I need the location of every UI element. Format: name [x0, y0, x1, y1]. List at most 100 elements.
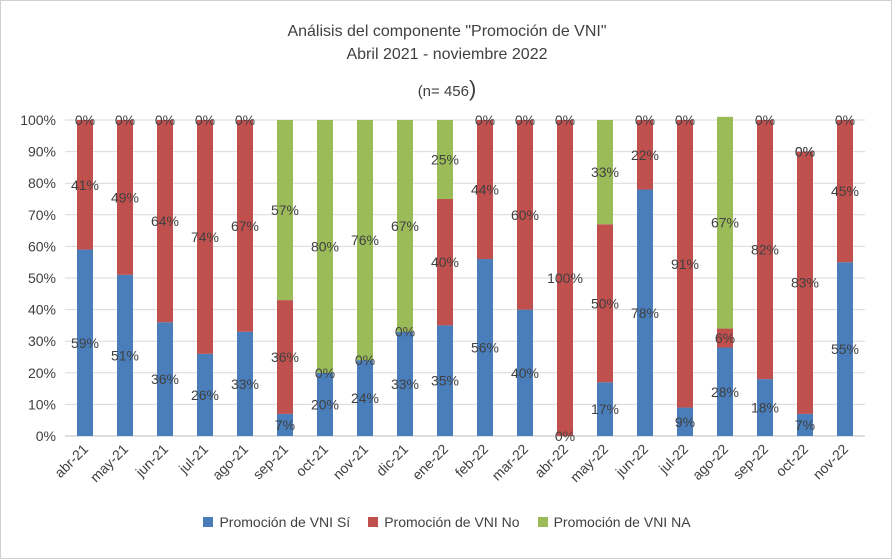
- bar-segment: [437, 199, 453, 326]
- bar-segment: [317, 372, 333, 436]
- x-tick-label: feb-22: [452, 441, 492, 481]
- bar-segment: [157, 322, 173, 436]
- bar-segment: [277, 120, 293, 301]
- data-label: 78%: [631, 305, 659, 321]
- data-label: 0%: [235, 112, 255, 128]
- data-label: 7%: [275, 417, 295, 433]
- chart-title: Análisis del componente "Promoción de VN…: [287, 23, 607, 40]
- data-label: 25%: [431, 152, 459, 168]
- data-label: 0%: [515, 112, 535, 128]
- bar-segment: [397, 331, 413, 436]
- bar-segment: [757, 120, 773, 380]
- x-tick-label: oct-22: [772, 441, 811, 480]
- data-label: 82%: [751, 242, 779, 258]
- data-label: 20%: [311, 396, 339, 412]
- data-label: 0%: [75, 112, 95, 128]
- y-tick-label: 20%: [28, 365, 56, 381]
- legend: Promoción de VNI Sí Promoción de VNI No Pr…: [1, 514, 891, 530]
- data-label: 100%: [547, 270, 583, 286]
- legend-swatch: [203, 517, 214, 527]
- sample-size-paren: ): [468, 76, 477, 101]
- bar-segment: [797, 151, 813, 414]
- legend-label: Promoción de VNI NA: [553, 514, 691, 530]
- data-label: 67%: [711, 215, 739, 231]
- bar-segment: [357, 360, 373, 436]
- bar-segment: [437, 325, 453, 436]
- data-label: 40%: [511, 365, 539, 381]
- bar-segment: [237, 120, 253, 332]
- bar-segment: [837, 120, 853, 263]
- data-label: 26%: [191, 387, 219, 403]
- data-label: 22%: [631, 147, 659, 163]
- data-label: 0%: [675, 112, 695, 128]
- bar-segment: [157, 120, 173, 323]
- x-tick-label: sep-21: [250, 441, 292, 483]
- bar-segment: [637, 189, 653, 436]
- legend-item: Promoción de VNI NA: [537, 514, 691, 530]
- bar-segment: [517, 309, 533, 436]
- bar-segment: [477, 259, 493, 436]
- x-tick-label: sep-22: [730, 441, 772, 483]
- y-tick-label: 100%: [20, 112, 56, 128]
- data-label: 0%: [755, 112, 775, 128]
- x-tick-label: dic-21: [373, 441, 411, 479]
- data-label: 0%: [475, 112, 495, 128]
- legend-item: Promoción de VNI No: [368, 514, 520, 530]
- bar-segment: [597, 120, 613, 225]
- data-label: 7%: [795, 417, 815, 433]
- data-label: 44%: [471, 182, 499, 198]
- data-label: 0%: [555, 112, 575, 128]
- y-tick-label: 80%: [28, 175, 56, 191]
- bar-segment: [597, 224, 613, 383]
- bar-segment: [717, 116, 733, 329]
- data-label: 33%: [391, 376, 419, 392]
- data-label: 6%: [715, 330, 735, 346]
- data-label: 40%: [431, 254, 459, 270]
- bar-segment: [277, 300, 293, 414]
- data-label: 56%: [471, 340, 499, 356]
- bar-segment: [797, 413, 813, 436]
- bar-segment: [397, 120, 413, 332]
- x-tick-label: ago-21: [209, 441, 251, 483]
- data-label: 36%: [271, 349, 299, 365]
- data-label: 9%: [675, 414, 695, 430]
- data-label: 17%: [591, 401, 619, 417]
- bar-segment: [237, 331, 253, 436]
- legend-label: Promoción de VNI Sí: [219, 514, 351, 530]
- data-label: 35%: [431, 373, 459, 389]
- data-label: 67%: [231, 218, 259, 234]
- x-tick-label: mar-22: [488, 441, 531, 484]
- bar-segment: [277, 413, 293, 436]
- bar-segment: [197, 353, 213, 436]
- data-label: 59%: [71, 335, 99, 351]
- x-tick-label: jul-22: [655, 441, 691, 477]
- data-label: 28%: [711, 384, 739, 400]
- x-tick-label: may-21: [87, 441, 131, 485]
- bar-segment: [717, 347, 733, 436]
- data-label: 0%: [115, 112, 135, 128]
- x-tick-label: ene-22: [409, 441, 451, 483]
- y-tick-label: 0%: [36, 428, 56, 444]
- data-label: 0%: [795, 144, 815, 160]
- data-label: 57%: [271, 202, 299, 218]
- data-label: 33%: [231, 376, 259, 392]
- legend-swatch: [368, 517, 379, 527]
- data-label: 55%: [831, 341, 859, 357]
- data-label: 45%: [831, 183, 859, 199]
- data-label: 24%: [351, 390, 379, 406]
- data-label: 51%: [111, 347, 139, 363]
- x-tick-label: abr-21: [51, 441, 91, 481]
- bar-segment: [117, 274, 133, 436]
- sample-size-text: (n= 456: [417, 83, 469, 100]
- data-label: 0%: [315, 365, 335, 381]
- data-label: 80%: [311, 238, 339, 254]
- x-tick-label: may-22: [567, 441, 611, 485]
- x-tick-label: nov-22: [810, 441, 852, 483]
- bar-segment: [837, 262, 853, 436]
- data-label: 0%: [635, 112, 655, 128]
- data-label: 18%: [751, 400, 779, 416]
- y-tick-label: 70%: [28, 207, 56, 223]
- data-label: 49%: [111, 189, 139, 205]
